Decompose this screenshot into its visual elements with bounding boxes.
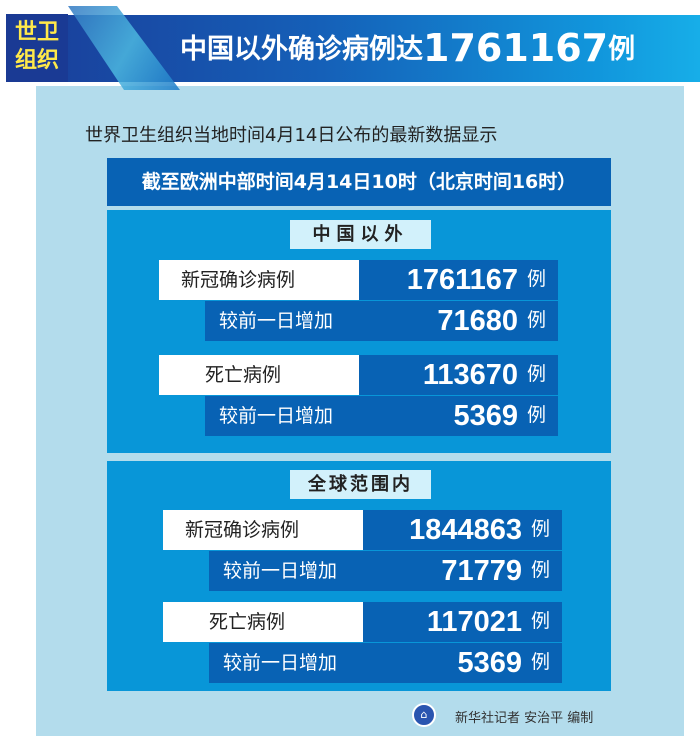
confirmed-value: 1844863 例 xyxy=(363,510,562,550)
deaths-number: 117021 xyxy=(426,606,522,638)
confirmed-label: 新冠确诊病例 xyxy=(159,260,359,300)
unit: 例 xyxy=(530,519,550,540)
section-outside-china: 中国以外 新冠确诊病例 1761167 例 较前一日增加 71680 例 死亡病例 … xyxy=(107,210,611,453)
deaths-delta-value: 5369 例 xyxy=(363,643,562,683)
unit: 例 xyxy=(526,405,546,426)
title-unit: 例 xyxy=(608,34,636,65)
unit: 例 xyxy=(526,364,546,385)
deaths-value: 113670 例 xyxy=(359,355,558,395)
unit: 例 xyxy=(530,611,550,632)
unit: 例 xyxy=(526,269,546,290)
tag-line: 世卫 xyxy=(14,20,59,45)
deaths-value: 117021 例 xyxy=(363,602,562,642)
confirmed-label: 新冠确诊病例 xyxy=(163,510,363,550)
confirmed-number: 1844863 xyxy=(409,514,522,546)
deaths-delta-label: 较前一日增加 xyxy=(205,396,359,436)
deaths-label: 死亡病例 xyxy=(163,602,363,642)
time-bar: 截至欧洲中部时间4月14日10时（北京时间16时） xyxy=(107,158,611,206)
confirmed-delta-number: 71779 xyxy=(441,555,522,587)
subtitle: 世界卫生组织当地时间4月14日公布的最新数据显示 xyxy=(85,125,498,146)
deaths-delta-number: 5369 xyxy=(457,647,522,679)
unit: 例 xyxy=(530,560,550,581)
deaths-delta-number: 5369 xyxy=(453,400,518,432)
tag-line: 组织 xyxy=(14,48,59,73)
unit: 例 xyxy=(530,652,550,673)
confirmed-value: 1761167 例 xyxy=(359,260,558,300)
section-global: 全球范围内 新冠确诊病例 1844863 例 较前一日增加 71779 例 死亡病例… xyxy=(107,461,611,691)
xinhua-logo-icon: ⌂ xyxy=(412,703,436,727)
deaths-number: 113670 xyxy=(422,359,518,391)
section-heading: 中国以外 xyxy=(290,220,431,249)
deaths-label: 死亡病例 xyxy=(159,355,359,395)
credit: 新华社记者 安治平 编制 xyxy=(455,711,594,726)
section-heading: 全球范围内 xyxy=(290,470,431,499)
deaths-delta-label: 较前一日增加 xyxy=(209,643,363,683)
who-tag: 世卫 组织 xyxy=(6,14,68,82)
title-number: 1761167 xyxy=(423,26,609,70)
confirmed-delta-label: 较前一日增加 xyxy=(209,551,363,591)
confirmed-number: 1761167 xyxy=(406,264,518,296)
deaths-delta-value: 5369 例 xyxy=(359,396,558,436)
page-title: 中国以外确诊病例达1761167例 xyxy=(180,26,635,70)
title-text: 中国以外确诊病例达 xyxy=(180,34,423,65)
confirmed-delta-label: 较前一日增加 xyxy=(205,301,359,341)
confirmed-delta-value: 71779 例 xyxy=(363,551,562,591)
confirmed-delta-value: 71680 例 xyxy=(359,301,558,341)
unit: 例 xyxy=(526,310,546,331)
confirmed-delta-number: 71680 xyxy=(437,305,518,337)
